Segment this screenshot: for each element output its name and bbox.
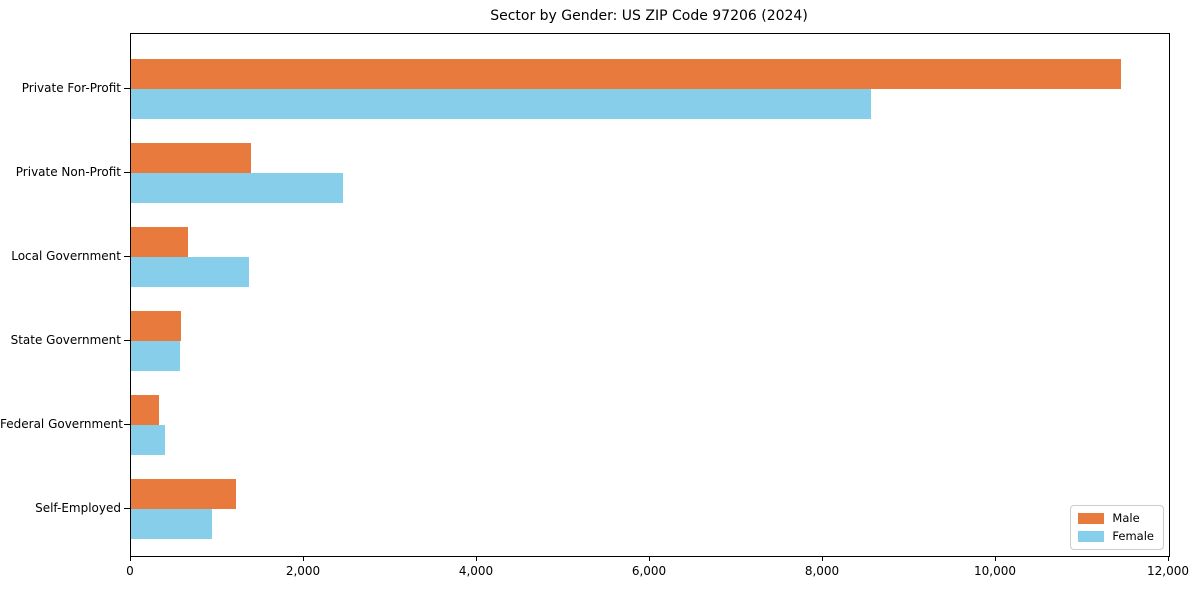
legend: Male Female bbox=[1070, 505, 1164, 550]
y-label-state-government: State Government bbox=[10, 333, 121, 347]
x-label-12000: 12,000 bbox=[1147, 564, 1189, 578]
y-axis-labels: Private For-Profit Private Non-Profit Loca… bbox=[0, 33, 123, 555]
y-tick-private-for-profit bbox=[124, 88, 130, 89]
y-tick-federal-government bbox=[124, 424, 130, 425]
bar-female-federal-government bbox=[131, 425, 165, 455]
x-tick-12000 bbox=[1167, 556, 1169, 561]
bar-female-state-government bbox=[131, 341, 181, 371]
bar-female-private-non-profit bbox=[131, 173, 343, 203]
x-tick-6000 bbox=[648, 556, 650, 561]
x-label-8000: 8,000 bbox=[804, 564, 840, 578]
y-label-federal-government: Federal Government bbox=[0, 417, 123, 431]
y-tick-local-government bbox=[124, 256, 130, 257]
bars-layer bbox=[131, 34, 1169, 556]
bar-male-federal-government bbox=[131, 395, 159, 425]
y-label-self-employed: Self-Employed bbox=[35, 501, 121, 515]
y-label-local-government: Local Government bbox=[11, 249, 121, 263]
legend-item-female: Female bbox=[1078, 530, 1154, 543]
y-tick-self-employed bbox=[124, 508, 130, 509]
x-label-6000: 6,000 bbox=[631, 564, 667, 578]
x-label-2000: 2,000 bbox=[285, 564, 321, 578]
y-tick-state-government bbox=[124, 340, 130, 341]
bar-male-private-for-profit bbox=[131, 59, 1122, 89]
bar-male-state-government bbox=[131, 311, 182, 341]
legend-item-male: Male bbox=[1078, 512, 1154, 525]
x-tick-10000 bbox=[994, 556, 996, 561]
x-label-0: 0 bbox=[126, 564, 134, 578]
bar-male-private-non-profit bbox=[131, 143, 252, 173]
x-tick-8000 bbox=[821, 556, 823, 561]
plot-area: Male Female bbox=[130, 33, 1170, 557]
x-tick-0 bbox=[129, 556, 131, 561]
x-label-10000: 10,000 bbox=[974, 564, 1016, 578]
x-label-4000: 4,000 bbox=[458, 564, 494, 578]
legend-label-female: Female bbox=[1112, 529, 1154, 543]
bar-female-local-government bbox=[131, 257, 249, 287]
legend-label-male: Male bbox=[1112, 511, 1140, 525]
x-axis-labels: 0 2,000 4,000 6,000 8,000 10,000 12,000 bbox=[126, 556, 1189, 588]
y-tick-private-non-profit bbox=[124, 172, 130, 173]
legend-swatch-male bbox=[1078, 513, 1105, 524]
bar-female-private-for-profit bbox=[131, 89, 871, 119]
y-label-private-for-profit: Private For-Profit bbox=[21, 81, 121, 95]
chart-title: Sector by Gender: US ZIP Code 97206 (202… bbox=[490, 8, 808, 24]
bar-male-self-employed bbox=[131, 479, 236, 509]
y-label-private-non-profit: Private Non-Profit bbox=[15, 165, 121, 179]
legend-swatch-female bbox=[1078, 531, 1105, 542]
x-tick-2000 bbox=[302, 556, 304, 561]
bar-male-local-government bbox=[131, 227, 189, 257]
x-tick-4000 bbox=[475, 556, 477, 561]
bar-female-self-employed bbox=[131, 509, 213, 539]
